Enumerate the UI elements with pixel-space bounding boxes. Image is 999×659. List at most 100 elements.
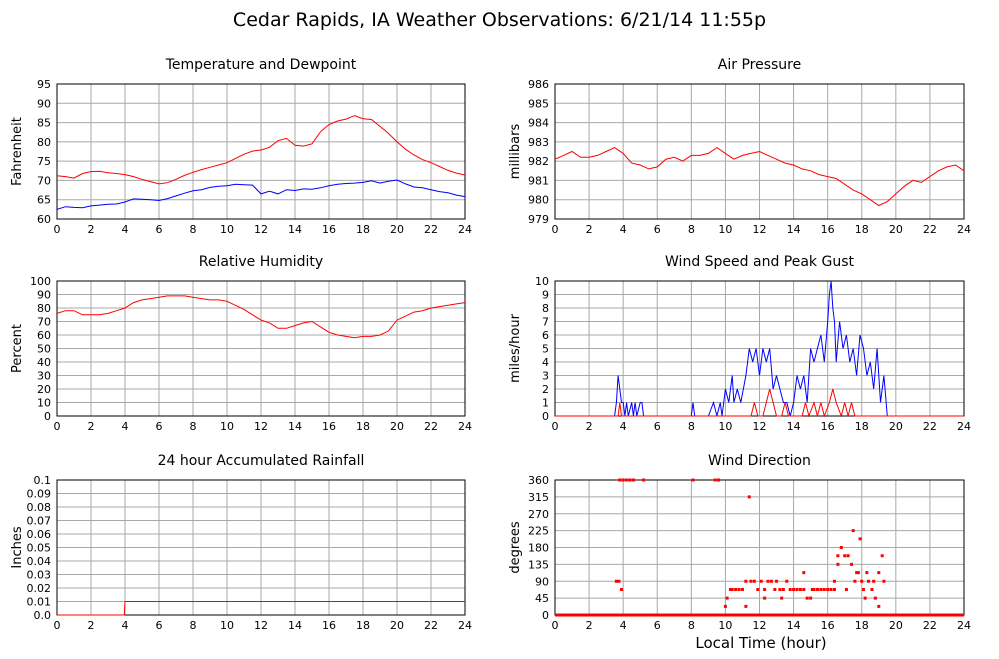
scatter-point: [744, 579, 748, 583]
y-axis-label: degrees: [508, 521, 523, 574]
scatter-point: [851, 529, 855, 533]
y-tick-label: 9: [542, 289, 549, 302]
scatter-point: [802, 571, 806, 575]
scatter-point: [729, 588, 733, 591]
y-tick-label: 60: [37, 329, 51, 342]
x-tick-label: 16: [821, 619, 835, 632]
x-tick-label: 10: [718, 420, 732, 433]
scatter-point: [730, 588, 734, 591]
scatter-point: [763, 596, 767, 600]
y-tick-label: 982: [528, 155, 549, 168]
chart-title: Wind Speed and Peak Gust: [665, 254, 854, 270]
scatter-point: [865, 571, 869, 575]
scatter-point: [737, 588, 741, 591]
y-tick-label: 980: [528, 194, 549, 207]
x-tick-label: 24: [458, 223, 472, 236]
scatter-point: [747, 495, 751, 499]
y-tick-label: 135: [528, 558, 549, 571]
y-tick-label: 1: [542, 397, 549, 410]
scatter-point: [618, 478, 622, 482]
scatter-point: [843, 554, 847, 558]
y-tick-label: 985: [528, 97, 549, 110]
x-tick-label: 4: [122, 223, 129, 236]
x-tick-label: 6: [654, 420, 661, 433]
x-tick-label: 2: [88, 420, 95, 433]
plot-frame: [56, 83, 466, 220]
y-tick-label: 30: [37, 370, 51, 383]
x-tick-label: 14: [787, 619, 801, 632]
x-tick-label: 20: [889, 420, 903, 433]
page-title: Cedar Rapids, IA Weather Observations: 6…: [232, 9, 767, 31]
x-tick-label: 10: [220, 420, 234, 433]
x-tick-label: 0: [54, 420, 61, 433]
y-tick-label: 90: [37, 289, 51, 302]
y-tick-label: 80: [37, 302, 51, 315]
x-tick-label: 20: [390, 223, 404, 236]
y-tick-label: 85: [37, 117, 51, 130]
y-tick-label: 5: [542, 343, 549, 356]
x-axis-label: Local Time (hour): [695, 634, 827, 652]
y-axis-label: miles/hour: [508, 313, 523, 382]
scatter-point: [625, 478, 629, 482]
x-tick-label: 16: [322, 420, 336, 433]
chart-title: 24 hour Accumulated Rainfall: [158, 453, 365, 469]
x-tick-label: 2: [88, 619, 95, 632]
x-tick-label: 16: [821, 223, 835, 236]
scatter-point: [822, 588, 826, 591]
y-tick-label: 10: [535, 275, 549, 288]
scatter-point: [812, 588, 816, 591]
x-tick-label: 16: [322, 223, 336, 236]
scatter-point: [749, 579, 753, 583]
scatter-point: [863, 596, 867, 600]
y-tick-label: 65: [37, 194, 51, 207]
y-tick-label: 90: [37, 97, 51, 110]
x-tick-label: 22: [424, 223, 438, 236]
y-tick-label: 95: [37, 78, 51, 91]
y-tick-label: 0.08: [27, 501, 52, 514]
scatter-point: [867, 579, 871, 583]
x-tick-label: 10: [220, 223, 234, 236]
scatter-point: [798, 588, 802, 591]
y-tick-label: 0: [44, 410, 51, 423]
scatter-point: [810, 588, 814, 591]
chart-title: Temperature and Dewpoint: [165, 57, 357, 73]
scatter-point: [882, 579, 886, 583]
chart-title: Relative Humidity: [199, 254, 323, 270]
series-line: [57, 601, 465, 616]
x-tick-label: 2: [88, 223, 95, 236]
y-tick-label: 180: [528, 542, 549, 555]
series-line: [56, 115, 466, 185]
scatter-point: [752, 579, 756, 583]
y-tick-label: 270: [528, 508, 549, 521]
series-line: [555, 388, 964, 418]
scatter-point: [802, 588, 806, 591]
x-tick-label: 8: [688, 619, 695, 632]
scatter-point: [839, 546, 843, 549]
x-tick-label: 12: [753, 420, 767, 433]
wind-direction-chart: 0 2 4 6 8 10 12 14 16 18 20 22 240459013518022527031…: [508, 453, 971, 632]
y-tick-label: 4: [542, 356, 549, 369]
x-tick-label: 12: [753, 223, 767, 236]
scatter-point: [717, 478, 721, 482]
scatter-point: [759, 579, 763, 583]
scatter-point: [740, 588, 744, 591]
y-tick-label: 0.05: [27, 542, 52, 555]
x-tick-label: 8: [688, 420, 695, 433]
scatter-point: [873, 596, 877, 600]
scatter-point: [860, 579, 864, 583]
series-line: [56, 179, 466, 210]
scatter-point: [631, 478, 635, 482]
x-tick-label: 0: [54, 223, 61, 236]
x-tick-label: 22: [424, 420, 438, 433]
scatter-point: [844, 588, 848, 591]
plot-frame: [56, 280, 466, 417]
y-tick-label: 0.01: [27, 596, 52, 609]
y-tick-label: 80: [37, 136, 51, 149]
scatter-point: [614, 579, 618, 583]
y-tick-label: 90: [535, 575, 549, 588]
y-tick-label: 984: [528, 117, 549, 130]
x-tick-label: 6: [654, 223, 661, 236]
y-tick-label: 45: [535, 592, 549, 605]
x-tick-label: 12: [254, 420, 268, 433]
scatter-point: [723, 604, 727, 608]
